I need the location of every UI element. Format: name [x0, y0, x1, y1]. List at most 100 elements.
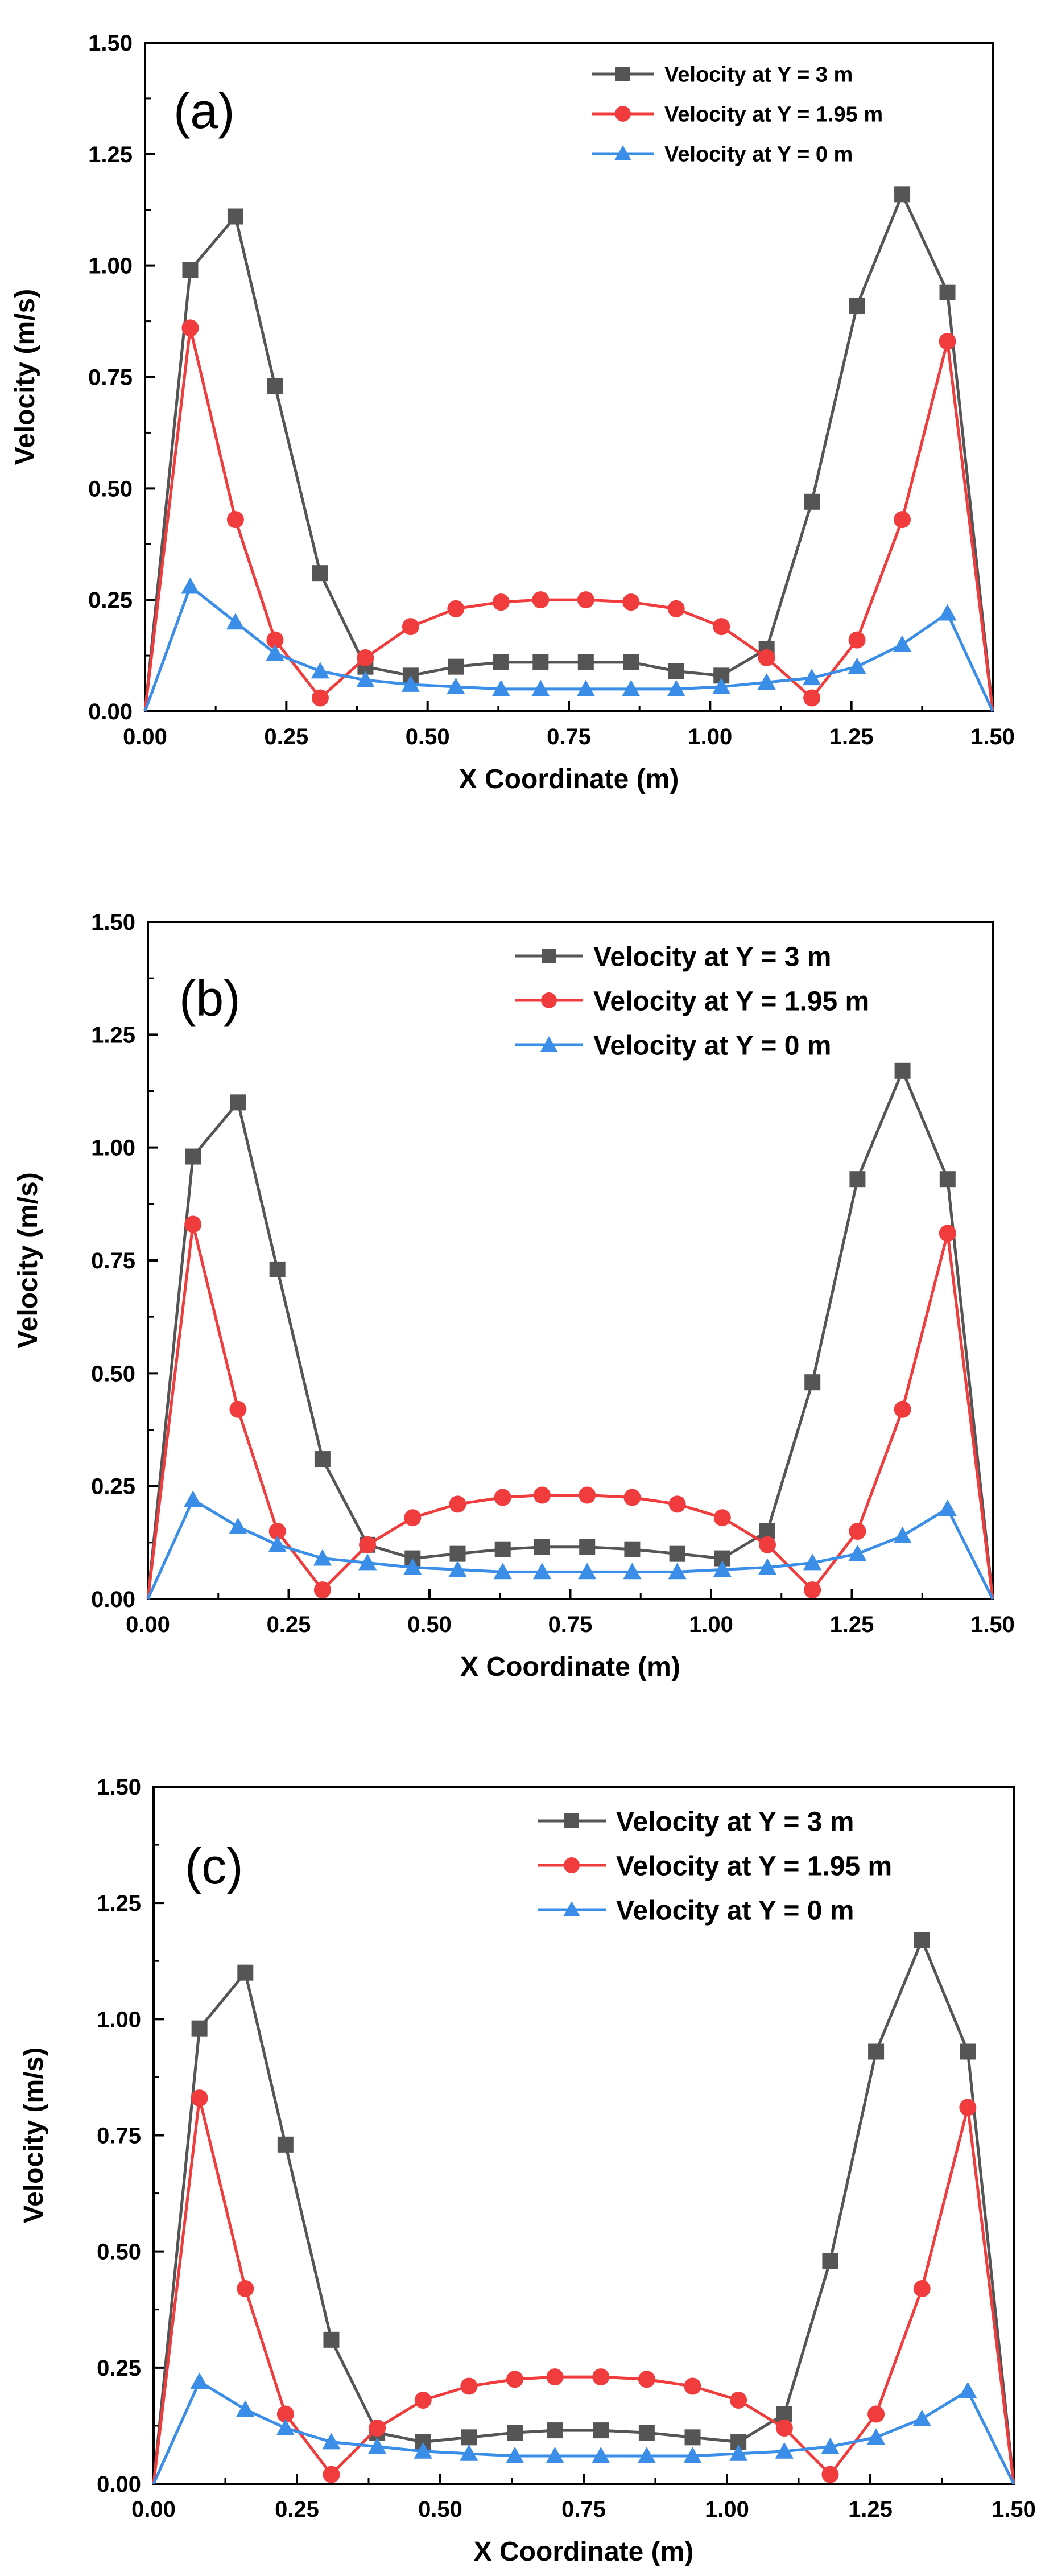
data-point: [447, 600, 465, 617]
x-tick-label: 0.00: [131, 2497, 176, 2522]
series-line: [146, 1498, 994, 1600]
data-point: [849, 1171, 866, 1188]
data-point: [775, 2420, 793, 2437]
data-point: [369, 2420, 386, 2437]
data-point: [668, 1495, 686, 1513]
x-tick-label: 1.25: [848, 2497, 893, 2522]
data-point: [667, 600, 685, 617]
data-point: [713, 618, 730, 636]
panel-c: 0.00 0.25 0.50 0.75 1.00 1.25 1.50 0.00 0.25 0.50…: [19, 1775, 1036, 2567]
legend: Velocity at Y = 3 m Velocity at Y = 1.95 …: [515, 942, 869, 1061]
data-point: [713, 1560, 732, 1577]
data-point: [803, 669, 821, 686]
data-point: [237, 1964, 254, 1981]
data-point: [803, 1553, 822, 1571]
data-point: [493, 654, 509, 670]
data-point: [683, 2446, 702, 2463]
data-point: [531, 679, 550, 696]
series-line: [143, 192, 994, 712]
legend-label: Velocity at Y = 3 m: [616, 1807, 854, 1837]
data-point: [277, 2136, 294, 2153]
data-point: [638, 2425, 655, 2441]
y-tick-label: 0.00: [97, 2472, 141, 2497]
data-point: [579, 1539, 596, 1555]
data-point: [894, 511, 911, 529]
data-point: [268, 1535, 287, 1552]
data-point: [534, 1539, 550, 1555]
data-point: [821, 2437, 840, 2454]
series-line: [143, 585, 994, 712]
data-point: [414, 2442, 432, 2459]
y-tick-label: 0.50: [91, 1361, 135, 1386]
x-tick-label: 0.25: [275, 2497, 319, 2522]
y-tick-label: 0.25: [97, 2356, 141, 2381]
data-point: [269, 1261, 286, 1277]
data-point: [185, 1148, 201, 1165]
y-tick-label: 0.25: [91, 1474, 135, 1499]
data-point: [368, 2437, 387, 2454]
data-point: [401, 675, 420, 692]
legend: Velocity at Y = 3 m Velocity at Y = 1.95 …: [592, 63, 883, 167]
legend-label: Velocity at Y = 0 m: [593, 1031, 831, 1061]
data-point: [669, 1545, 685, 1562]
x-tick-label: 0.25: [267, 1612, 311, 1637]
data-point: [359, 1536, 377, 1553]
data-point: [182, 262, 199, 278]
data-point: [668, 1563, 687, 1580]
y-tick-label: 1.50: [91, 910, 135, 935]
data-point: [494, 1489, 511, 1506]
y-tick-label: 0.50: [88, 476, 133, 501]
data-point: [229, 1517, 247, 1534]
data-point: [449, 1495, 466, 1513]
data-point: [230, 1094, 246, 1111]
data-point: [894, 1062, 911, 1079]
legend-label: Velocity at Y = 3 m: [593, 942, 831, 972]
x-tick-label: 0.00: [123, 724, 167, 749]
data-point: [821, 2466, 839, 2483]
legend-marker: [614, 145, 631, 160]
legend-marker: [615, 106, 631, 122]
data-point: [914, 1932, 930, 1948]
series-line: [152, 2380, 1015, 2485]
data-point: [237, 2280, 254, 2297]
data-point: [848, 631, 866, 649]
legend-marker: [563, 1901, 580, 1916]
data-point: [939, 332, 956, 350]
data-point: [577, 591, 594, 609]
data-point: [266, 631, 284, 649]
data-point: [592, 2446, 610, 2463]
x-tick-label: 1.25: [829, 724, 874, 749]
data-point: [668, 663, 684, 679]
legend-marker: [540, 1036, 557, 1052]
y-tick-label: 0.75: [88, 365, 133, 390]
data-point: [849, 1523, 866, 1540]
data-point: [868, 2043, 885, 2060]
legend-marker: [615, 67, 630, 81]
data-point: [447, 677, 465, 694]
legend-label: Velocity at Y = 0 m: [664, 143, 853, 167]
y-axis-title: Velocity (m/s): [13, 1172, 43, 1348]
data-point: [547, 2422, 563, 2439]
data-point: [311, 662, 330, 679]
series-circle: [146, 1215, 994, 1600]
data-point: [804, 1374, 821, 1391]
data-point: [758, 1558, 777, 1575]
data-point: [492, 593, 510, 611]
legend: Velocity at Y = 3 m Velocity at Y = 1.95 …: [538, 1807, 892, 1926]
x-axis-title: X Coordinate (m): [474, 2537, 694, 2567]
data-point: [546, 2368, 564, 2386]
data-point: [848, 657, 866, 674]
series-circle: [143, 319, 994, 712]
y-tick-label: 1.00: [88, 254, 133, 279]
y-axis-title: Velocity (m/s): [10, 289, 40, 465]
y-tick-label: 1.25: [97, 1891, 141, 1916]
legend-marker: [564, 1813, 579, 1828]
data-point: [506, 2371, 524, 2388]
data-point: [322, 2433, 341, 2450]
y-tick-label: 1.50: [97, 1775, 141, 1800]
legend-marker: [564, 1857, 580, 1873]
data-point: [532, 1563, 552, 1580]
data-point: [866, 2428, 886, 2445]
data-point: [266, 644, 284, 661]
data-point: [804, 1581, 821, 1599]
